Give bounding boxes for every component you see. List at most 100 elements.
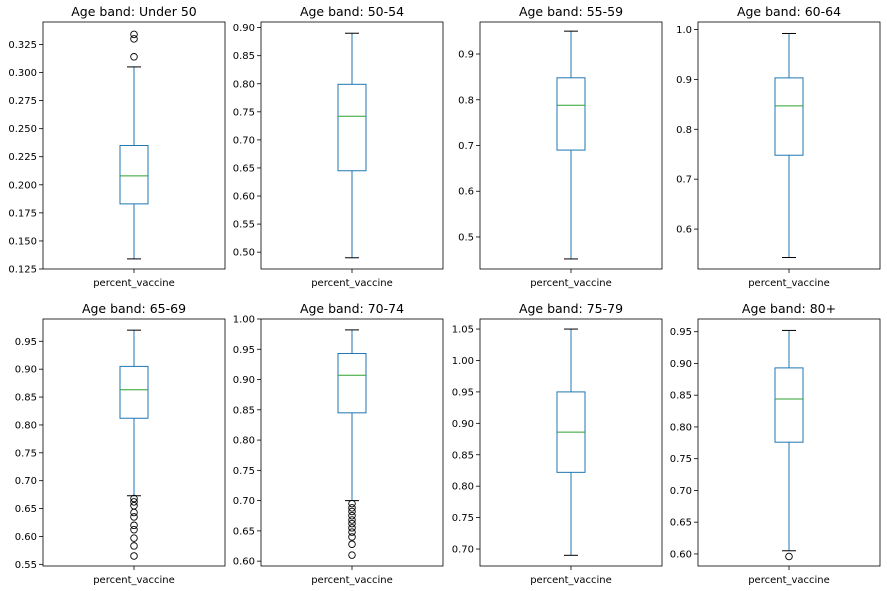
axes-frame: [42, 21, 226, 270]
box-iqr: [774, 367, 804, 443]
y-tick-label: 0.85: [15, 393, 37, 404]
outlier-point: [348, 507, 356, 516]
y-tick-label: 0.275: [8, 96, 37, 107]
y-tick-label: 0.300: [8, 68, 37, 79]
y-tick-label: 1.00: [233, 315, 255, 326]
outlier-point: [130, 53, 138, 61]
y-tick-label: 0.50: [233, 248, 255, 259]
axes-frame: [479, 318, 663, 567]
y-tick-label: 0.8: [676, 125, 692, 136]
y-tick-label: 0.95: [233, 345, 255, 356]
outlier-point: [130, 498, 138, 506]
outlier-point: [130, 552, 138, 560]
subplot-1: Age band: Under 50 percent_vaccine 0.125 0.…: [8, 4, 226, 289]
y-tick-label: 0.7: [676, 175, 692, 186]
y-tick-label: 0.5: [458, 232, 474, 243]
x-tick-label: percent_vaccine: [93, 278, 175, 289]
y-tick-label: 0.90: [15, 365, 37, 376]
y-tick-label: 1.05: [452, 325, 474, 336]
y-tick-label: 0.70: [233, 496, 255, 507]
outlier-point: [130, 502, 138, 510]
subplot-title: Age band: Under 50: [71, 4, 197, 19]
subplot-2: Age band: 50-54 percent_vaccine 0.50 0.55 0.…: [233, 4, 444, 289]
y-tick-label: 0.55: [233, 220, 255, 231]
box-iqr: [556, 77, 586, 151]
subplot-title: Age band: 80+: [742, 301, 836, 316]
outlier-point: [348, 533, 356, 541]
outlier-point: [130, 526, 138, 534]
outlier-point: [348, 540, 356, 548]
axes-frame: [697, 318, 881, 567]
outlier-point: [348, 499, 356, 508]
y-tick-label: 0.90: [233, 23, 255, 34]
y-tick-label: 0.75: [670, 454, 692, 465]
axes-frame: [479, 21, 663, 270]
outlier-point: [348, 516, 356, 524]
x-tick-label: percent_vaccine: [530, 278, 612, 289]
box-iqr: [774, 77, 804, 156]
y-tick-label: 0.75: [452, 513, 474, 524]
y-tick-label: 0.90: [452, 419, 474, 430]
y-tick-label: 0.95: [15, 337, 37, 348]
subplot-title: Age band: 55-59: [519, 4, 623, 19]
subplot-title: Age band: 50-54: [300, 4, 404, 19]
y-tick-label: 0.70: [452, 545, 474, 556]
y-tick-label: 0.85: [233, 405, 255, 416]
y-tick-label: 0.60: [670, 549, 692, 560]
y-tick-label: 0.75: [15, 448, 37, 459]
outlier-point: [130, 35, 138, 43]
y-tick-label: 0.55: [15, 560, 37, 571]
subplot-7: Age band: 75-79 percent_vaccine 0.70 0.75 0.…: [452, 301, 663, 586]
box-iqr: [119, 145, 149, 205]
x-tick-label: percent_vaccine: [530, 575, 612, 586]
y-tick-label: 0.9: [458, 50, 474, 61]
outlier-point: [130, 542, 138, 550]
y-tick-label: 0.95: [670, 327, 692, 338]
box-iqr: [337, 83, 367, 172]
y-tick-label: 0.80: [233, 436, 255, 447]
y-tick-label: 0.80: [233, 79, 255, 90]
outlier-point: [130, 494, 138, 503]
y-tick-label: 0.85: [233, 51, 255, 62]
y-tick-label: 0.70: [15, 476, 37, 487]
outlier-point: [130, 521, 138, 530]
outlier-point: [785, 552, 793, 561]
axes-frame: [260, 21, 444, 270]
y-tick-label: 0.90: [233, 375, 255, 386]
y-tick-label: 0.85: [452, 450, 474, 461]
outlier-point: [348, 512, 356, 520]
y-tick-label: 0.6: [676, 225, 692, 236]
outlier-point: [348, 504, 356, 512]
y-tick-label: 0.325: [8, 40, 37, 51]
y-tick-label: 0.60: [233, 557, 255, 568]
y-tick-label: 1.0: [676, 25, 692, 36]
outlier-point: [348, 551, 356, 559]
y-tick-label: 0.60: [233, 192, 255, 203]
y-tick-label: 0.95: [452, 387, 474, 398]
subplot-title: Age band: 70-74: [300, 301, 404, 316]
box-iqr: [119, 365, 149, 419]
x-tick-label: percent_vaccine: [311, 575, 393, 586]
subplot-title: Age band: 60-64: [737, 4, 841, 19]
y-tick-label: 1.00: [452, 356, 474, 367]
y-tick-label: 0.85: [670, 391, 692, 402]
outlier-point: [130, 534, 138, 542]
x-tick-label: percent_vaccine: [93, 575, 175, 586]
y-tick-label: 0.75: [233, 107, 255, 118]
subplot-title: Age band: 65-69: [82, 301, 186, 316]
y-tick-label: 0.70: [233, 135, 255, 146]
y-tick-label: 0.250: [8, 124, 37, 135]
y-tick-label: 0.80: [452, 482, 474, 493]
outlier-point: [130, 30, 138, 39]
y-tick-label: 0.150: [8, 236, 37, 247]
y-tick-label: 0.225: [8, 152, 37, 163]
y-tick-label: 0.65: [233, 526, 255, 537]
y-tick-label: 0.125: [8, 265, 37, 276]
subplot-4: Age band: 60-64 percent_vaccine 0.6 0.7 0.8 0…: [676, 4, 881, 289]
x-tick-label: percent_vaccine: [748, 278, 830, 289]
y-tick-label: 0.80: [670, 422, 692, 433]
outlier-point: [348, 524, 356, 532]
subplot-8: Age band: 80+ percent_vaccine 0.60 0.65 0.70…: [670, 301, 881, 586]
outlier-point: [348, 519, 356, 528]
